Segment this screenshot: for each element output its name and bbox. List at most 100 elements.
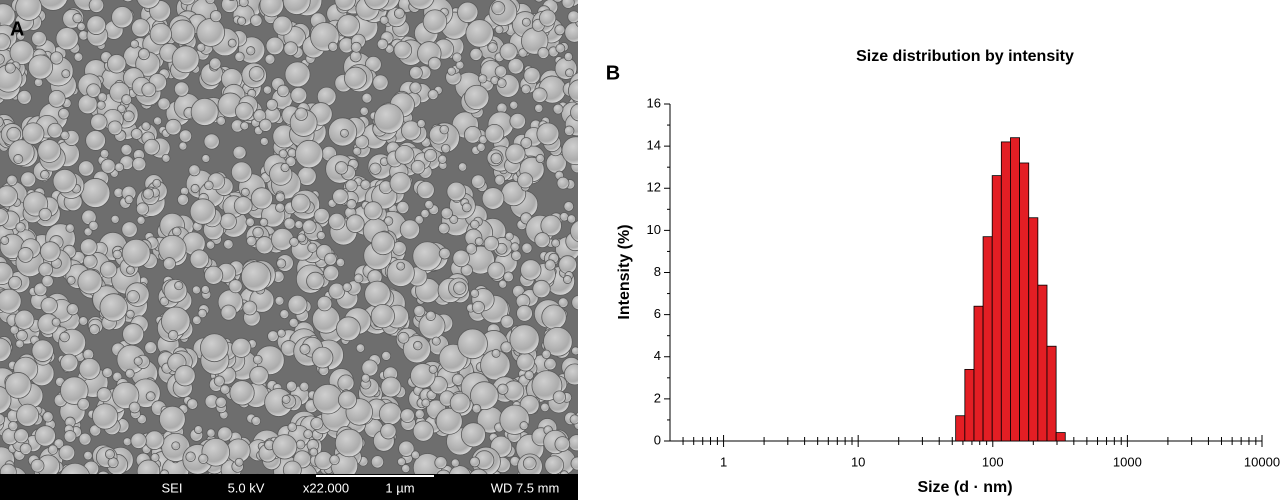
sem-particle	[509, 112, 526, 130]
sem-particle	[563, 52, 573, 62]
sem-particle	[34, 425, 56, 447]
sem-particle	[96, 387, 112, 403]
sem-particle	[567, 10, 578, 24]
sem-particle	[30, 458, 45, 473]
sem-particle	[499, 404, 530, 435]
sem-particle	[340, 128, 349, 138]
sem-particle	[17, 247, 34, 263]
sem-particle	[497, 383, 509, 395]
sem-particle	[416, 119, 426, 128]
sem-particle	[487, 42, 498, 53]
sem-particle	[209, 57, 222, 70]
sem-particle	[4, 372, 32, 399]
sem-particle	[0, 337, 12, 363]
sem-particle	[234, 101, 254, 121]
sem-particle	[97, 470, 110, 474]
sem-particle	[337, 374, 355, 392]
sem-particle	[130, 39, 139, 49]
sem-particle	[60, 130, 70, 141]
sem-particle	[345, 214, 365, 233]
sem-particle	[192, 315, 202, 325]
sem-particle	[378, 402, 402, 426]
sem-particle	[78, 432, 92, 446]
sem-particle	[353, 273, 364, 284]
sem-particle	[283, 41, 299, 57]
sem-particle	[171, 441, 181, 451]
sem-particle	[117, 104, 126, 114]
sem-particle	[469, 456, 480, 468]
sem-particle	[401, 120, 422, 141]
sem-particle	[272, 15, 293, 36]
sem-info: 5.0 kV	[228, 480, 265, 495]
bar	[1019, 162, 1030, 442]
sem-particle	[552, 390, 567, 404]
sem-particle	[413, 305, 426, 318]
sem-particle	[205, 240, 216, 250]
sem-particle	[231, 337, 252, 358]
sem-particle	[37, 139, 62, 163]
sem-particle	[78, 357, 101, 380]
sem-particle	[77, 397, 90, 411]
sem-particle	[250, 187, 273, 210]
x-tick-label: 10000	[1244, 454, 1280, 469]
sem-particle	[563, 125, 575, 136]
sem-particle	[162, 257, 176, 271]
sem-particle	[500, 314, 514, 329]
sem-particle	[299, 343, 311, 355]
sem-particle	[359, 106, 369, 116]
sem-particle	[114, 162, 125, 172]
sem-particle	[16, 403, 40, 427]
sem-particle	[179, 0, 196, 6]
sem-particle	[90, 113, 108, 131]
sem-particle	[0, 236, 10, 245]
sem-particle	[120, 143, 133, 156]
sem-particle	[165, 118, 182, 136]
sem-particle	[201, 285, 210, 294]
sem-particle	[491, 1, 506, 16]
sem-particle	[285, 380, 297, 392]
sem-particle	[457, 328, 488, 360]
sem-particle	[171, 45, 200, 74]
sem-particle	[126, 265, 135, 275]
sem-particle	[265, 98, 278, 111]
sem-particle	[42, 411, 54, 423]
sem-particle	[567, 79, 578, 103]
sem-particle	[541, 304, 567, 330]
sem-particle	[33, 282, 48, 297]
sem-particle	[246, 46, 256, 56]
sem-particle	[258, 118, 273, 132]
bar	[991, 175, 1002, 442]
sem-particle	[97, 92, 108, 102]
chart-title: Size distribution by intensity	[856, 48, 1074, 65]
sem-particle	[245, 217, 255, 227]
sem-particle	[77, 269, 103, 295]
sem-particle	[233, 196, 253, 215]
sem-particle	[364, 280, 391, 308]
sem-particle	[409, 65, 423, 80]
sem-particle	[6, 174, 18, 186]
sem-particle	[167, 329, 179, 341]
sem-particle	[200, 333, 229, 363]
bar	[1028, 217, 1039, 442]
sem-particle	[275, 202, 285, 213]
sem-particle	[55, 27, 79, 51]
sem-particle	[566, 214, 577, 224]
sem-image	[0, 0, 578, 474]
sem-particle	[534, 232, 551, 249]
sem-particle	[310, 416, 324, 430]
sem-particle	[334, 0, 357, 11]
bar	[1037, 284, 1048, 442]
sem-particle	[302, 219, 317, 235]
sem-particle	[4, 62, 16, 74]
sem-particle	[568, 434, 578, 452]
sem-particle	[121, 238, 151, 268]
sem-particle	[509, 324, 540, 355]
sem-particle	[498, 279, 508, 289]
sem-particle	[0, 33, 11, 51]
sem-particle	[159, 469, 170, 474]
sem-particle	[78, 160, 95, 177]
sem-particle	[354, 134, 370, 150]
sem-particle	[157, 97, 171, 111]
sem-particle	[424, 199, 434, 210]
sem-particle	[15, 0, 43, 21]
